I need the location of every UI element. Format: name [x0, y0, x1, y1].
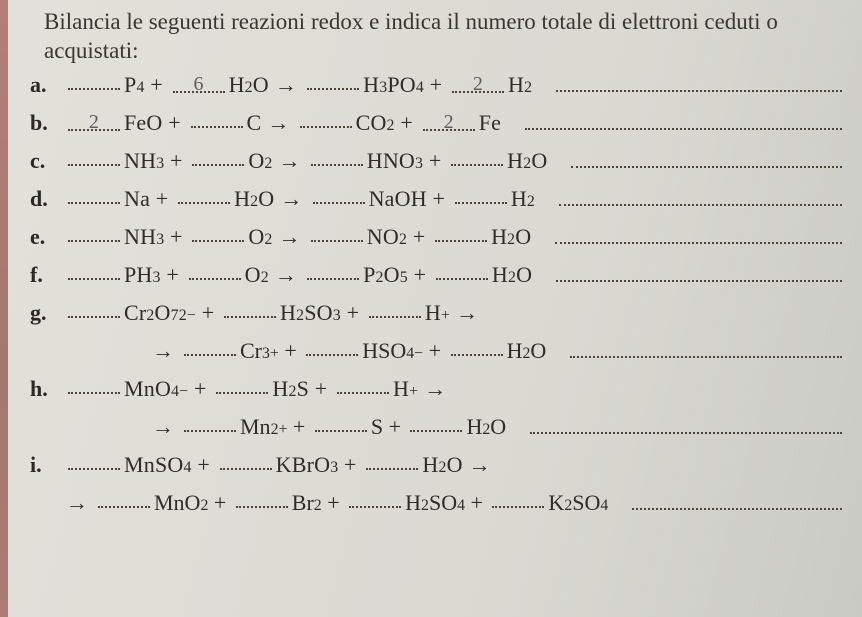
coeff-blank	[307, 263, 359, 280]
equation-c: NH3 + O2 → HNO3 + H2O	[64, 148, 547, 174]
coeff-blank	[178, 187, 230, 204]
answer-blank	[632, 491, 842, 510]
coeff-blank	[313, 187, 365, 204]
equation-row-g: g. Cr2O72− + H2SO3 + H+ →	[30, 300, 842, 338]
coeff-blank: 6	[173, 76, 225, 93]
equation-a: P4 + 6 H2O → H3PO4 + 2 H2	[64, 72, 532, 98]
coeff-blank	[220, 453, 272, 470]
coeff-blank	[315, 415, 367, 432]
item-label: g.	[30, 300, 64, 326]
coeff-blank: 2	[68, 114, 120, 131]
coeff-blank	[311, 225, 363, 242]
equation-h-line1: MnO4− + H2S + H+ →	[64, 376, 452, 402]
equation-row-a: a. P4 + 6 H2O → H3PO4 + 2 H2	[30, 72, 842, 110]
equation-h-line2: → Mn2+ + S + H2O	[146, 414, 842, 452]
coeff-blank	[306, 339, 358, 356]
coeff-blank	[191, 111, 243, 128]
coeff-blank	[68, 73, 120, 90]
equation-i-line2: → MnO2 + Br2 + H2SO4 + K2SO4	[60, 490, 842, 528]
answer-blank	[530, 415, 842, 434]
equation-row-i: i. MnSO4 + KBrO3 + H2O →	[30, 452, 842, 490]
equation-d: Na + H2O → NaOH + H2	[64, 186, 535, 212]
answer-blank	[571, 154, 842, 168]
coeff-blank	[410, 415, 462, 432]
answer-blank	[559, 192, 842, 206]
coeff-blank	[68, 453, 120, 470]
answer-blank	[525, 116, 842, 130]
equation-row-f: f. PH3 + O2 → P2O5 + H2O	[30, 262, 842, 300]
item-label: h.	[30, 376, 64, 402]
coeff-blank	[192, 149, 244, 166]
page-edge	[0, 0, 8, 617]
item-label: a.	[30, 72, 64, 98]
item-label: b.	[30, 110, 64, 136]
equation-g-line1: Cr2O72− + H2SO3 + H+ →	[64, 300, 484, 326]
coeff-blank	[455, 187, 507, 204]
exercise-page: Bilancia le seguenti reazioni redox e in…	[0, 0, 862, 617]
coeff-blank	[189, 263, 241, 280]
coeff-blank: 2	[452, 76, 504, 93]
equation-b: 2 FeO + C → CO2 + 2 Fe	[64, 110, 501, 136]
coeff-blank	[192, 225, 244, 242]
answer-blank	[556, 78, 842, 92]
coeff-blank	[307, 73, 359, 90]
item-label: f.	[30, 262, 64, 288]
answer-blank	[570, 339, 842, 358]
coeff-blank	[349, 491, 401, 508]
coeff-blank	[68, 187, 120, 204]
coeff-blank	[68, 149, 120, 166]
coeff-blank	[236, 491, 288, 508]
equation-e: NH3 + O2 → NO2 + H2O	[64, 224, 531, 250]
coeff-blank	[98, 491, 150, 508]
coeff-blank	[451, 149, 503, 166]
item-label: e.	[30, 224, 64, 250]
coeff-blank	[451, 339, 503, 356]
coeff-blank	[366, 453, 418, 470]
equation-f: PH3 + O2 → P2O5 + H2O	[64, 262, 532, 288]
coeff-blank	[184, 339, 236, 356]
coeff-blank	[300, 111, 352, 128]
coeff-blank	[68, 377, 120, 394]
item-label: c.	[30, 148, 64, 174]
coeff-blank	[369, 301, 421, 318]
equation-row-b: b. 2 FeO + C → CO2 + 2 Fe	[30, 110, 842, 148]
coeff-blank	[492, 491, 544, 508]
equation-row-e: e. NH3 + O2 → NO2 + H2O	[30, 224, 842, 262]
coeff-blank	[337, 377, 389, 394]
coeff-blank	[216, 377, 268, 394]
instruction-text: Bilancia le seguenti reazioni redox e in…	[44, 8, 842, 66]
answer-blank	[555, 230, 842, 244]
equation-row-h: h. MnO4− + H2S + H+ →	[30, 376, 842, 414]
coeff-blank	[436, 263, 488, 280]
coeff-blank	[435, 225, 487, 242]
equation-row-d: d. Na + H2O → NaOH + H2	[30, 186, 842, 224]
coeff-blank	[224, 301, 276, 318]
equation-row-c: c. NH3 + O2 → HNO3 + H2O	[30, 148, 842, 186]
item-label: i.	[30, 452, 64, 478]
equation-g-line2: → Cr3+ + HSO4− + H2O	[146, 338, 842, 376]
coeff-blank	[184, 415, 236, 432]
item-label: d.	[30, 186, 64, 212]
coeff-blank	[68, 225, 120, 242]
coeff-blank	[68, 263, 120, 280]
answer-blank	[556, 268, 842, 282]
coeff-blank: 2	[423, 114, 475, 131]
coeff-blank	[311, 149, 363, 166]
equation-i-line1: MnSO4 + KBrO3 + H2O →	[64, 452, 497, 478]
coeff-blank	[68, 301, 120, 318]
